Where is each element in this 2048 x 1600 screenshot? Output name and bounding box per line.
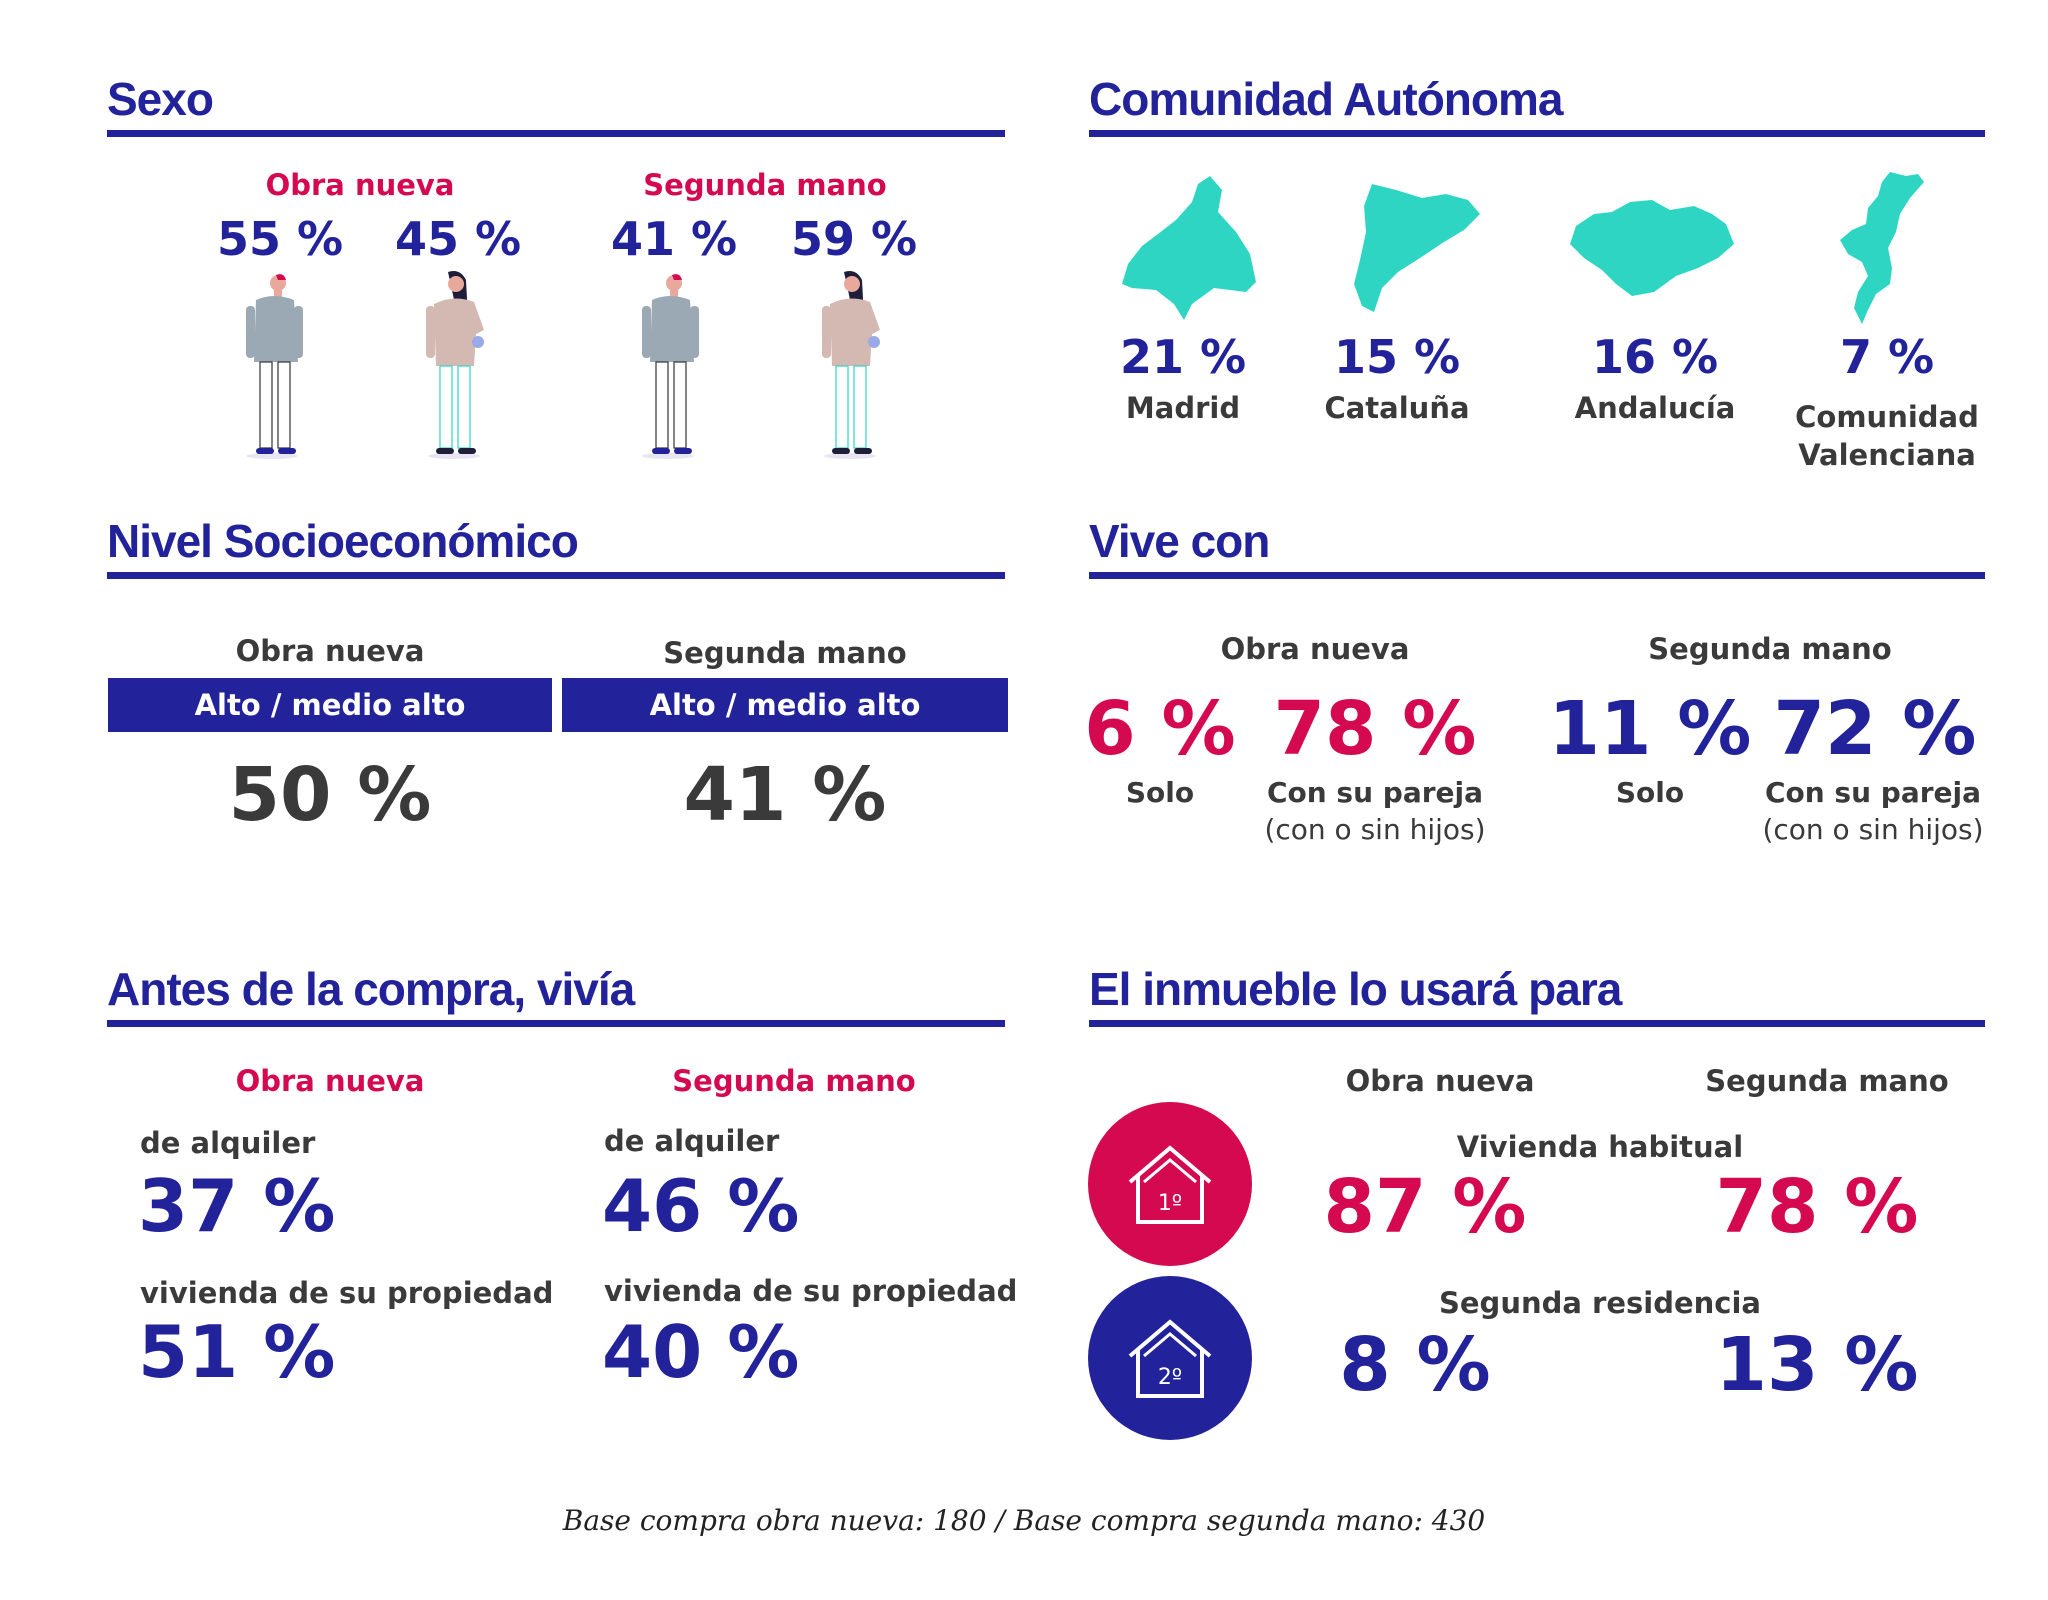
region-valencia-name-line2: Valenciana	[1798, 438, 1976, 472]
svg-text:2º: 2º	[1158, 1365, 1182, 1390]
nivel-section: Nivel Socioeconómico	[107, 514, 1005, 579]
vive-obra-nueva-label: Obra nueva	[1220, 632, 1410, 666]
vive-sm-solo-label: Solo	[1615, 776, 1685, 809]
inmueble-sm-segunda-pct: 13 %	[1715, 1322, 1919, 1408]
sexo-segunda-mano-label: Segunda mano	[643, 168, 887, 202]
region-andalucia-pct: 16 %	[1591, 330, 1719, 384]
antes-on-alquiler-pct: 37 %	[138, 1164, 336, 1248]
region-valencia-pct: 7 %	[1839, 330, 1935, 384]
antes-on-propiedad-label: vivienda de su propiedad	[140, 1276, 554, 1310]
andalucia-map-icon	[1570, 200, 1734, 296]
sexo-sm-female-pct: 59 %	[790, 212, 918, 266]
inmueble-section: El inmueble lo usará para	[1089, 962, 1985, 1027]
vive-segunda-mano-label: Segunda mano	[1648, 632, 1892, 666]
inmueble-obra-nueva-label: Obra nueva	[1345, 1064, 1535, 1098]
sexo-on-male-pct: 55 %	[216, 212, 344, 266]
svg-text:1º: 1º	[1158, 1191, 1182, 1216]
vive-section: Vive con	[1089, 514, 1985, 579]
nivel-title: Nivel Socioeconómico	[107, 514, 1005, 579]
sexo-sm-male-pct: 41 %	[610, 212, 738, 266]
region-andalucia-name: Andalucía	[1574, 391, 1736, 425]
madrid-map-icon	[1122, 176, 1256, 320]
primera-vivienda-house-icon: 1º	[1088, 1102, 1252, 1266]
inmueble-title: El inmueble lo usará para	[1089, 962, 1985, 1027]
vive-sm-pareja-sub: (con o sin hijos)	[1762, 813, 1984, 846]
inmueble-segunda-mano-label: Segunda mano	[1705, 1064, 1949, 1098]
vive-sm-pareja-pct: 72 %	[1773, 686, 1977, 772]
nivel-bar-obra-nueva: Alto / medio alto	[108, 678, 552, 732]
antes-on-alquiler-label: de alquiler	[140, 1126, 316, 1160]
vive-on-pareja-pct: 78 %	[1273, 686, 1477, 772]
comunidad-title: Comunidad Autónoma	[1089, 72, 1985, 137]
region-cataluna-name: Cataluña	[1324, 391, 1470, 425]
inmueble-on-habitual-pct: 87 %	[1323, 1164, 1527, 1250]
vive-sm-solo-pct: 11 %	[1548, 686, 1752, 772]
valencia-map-icon	[1840, 172, 1924, 324]
antes-section: Antes de la compra, vivía	[107, 962, 1005, 1027]
female-figure-icon	[822, 271, 880, 459]
inmueble-habitual-label: Vivienda habitual	[1456, 1130, 1744, 1164]
nivel-segunda-mano-pct: 41 %	[683, 752, 887, 838]
nivel-obra-nueva-pct: 50 %	[228, 752, 432, 838]
sexo-on-female-pct: 45 %	[394, 212, 522, 266]
female-figure-icon	[426, 271, 484, 459]
sexo-obra-nueva-label: Obra nueva	[265, 168, 455, 202]
vive-title: Vive con	[1089, 514, 1985, 579]
vive-on-pareja-label: Con su pareja	[1266, 776, 1484, 809]
male-figure-icon	[642, 274, 699, 459]
nivel-obra-nueva-label: Obra nueva	[235, 634, 425, 668]
comunidad-section: Comunidad Autónoma	[1089, 72, 1985, 137]
region-madrid-pct: 21 %	[1119, 330, 1247, 384]
inmueble-on-segunda-pct: 8 %	[1339, 1322, 1491, 1408]
sexo-title: Sexo	[107, 72, 1005, 137]
vive-sm-pareja-label: Con su pareja	[1764, 776, 1982, 809]
antes-sm-propiedad-label: vivienda de su propiedad	[604, 1274, 1018, 1308]
region-cataluna-pct: 15 %	[1333, 330, 1461, 384]
region-madrid-name: Madrid	[1125, 391, 1241, 425]
cataluna-map-icon	[1354, 184, 1480, 312]
antes-on-propiedad-pct: 51 %	[138, 1310, 336, 1394]
antes-sm-alquiler-label: de alquiler	[604, 1124, 780, 1158]
antes-sm-alquiler-pct: 46 %	[602, 1164, 800, 1248]
inmueble-segunda-label: Segunda residencia	[1439, 1286, 1761, 1320]
vive-on-solo-pct: 6 %	[1084, 686, 1236, 772]
footer-base-note: Base compra obra nueva: 180 / Base compr…	[562, 1504, 1486, 1537]
antes-title: Antes de la compra, vivía	[107, 962, 1005, 1027]
antes-sm-propiedad-pct: 40 %	[602, 1310, 800, 1394]
nivel-segunda-mano-label: Segunda mano	[663, 636, 907, 670]
nivel-bar-segunda-mano: Alto / medio alto	[562, 678, 1008, 732]
region-valencia-name-line1: Comunidad	[1795, 400, 1979, 434]
vive-on-pareja-sub: (con o sin hijos)	[1264, 813, 1486, 846]
inmueble-sm-habitual-pct: 78 %	[1715, 1164, 1919, 1250]
vive-on-solo-label: Solo	[1125, 776, 1195, 809]
antes-segunda-mano-label: Segunda mano	[672, 1064, 916, 1098]
antes-obra-nueva-label: Obra nueva	[235, 1064, 425, 1098]
male-figure-icon	[246, 274, 303, 459]
segunda-residencia-house-icon: 2º	[1088, 1276, 1252, 1440]
sexo-section: Sexo	[107, 72, 1005, 137]
